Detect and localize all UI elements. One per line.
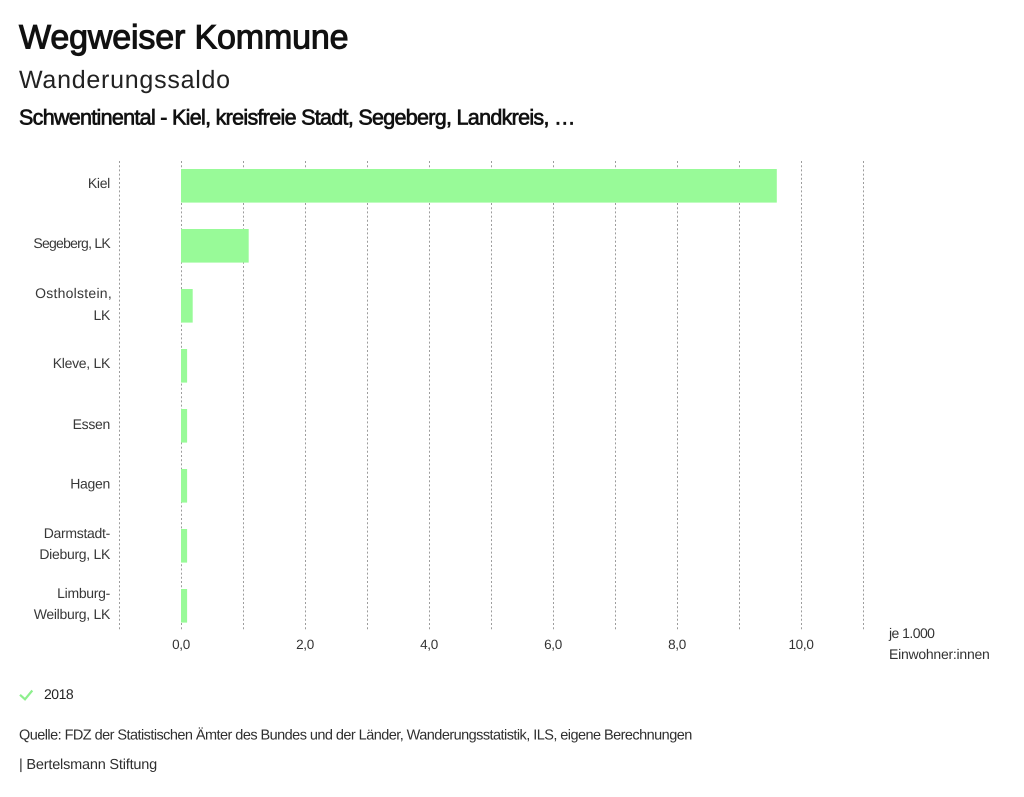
svg-text:8,0: 8,0 bbox=[668, 637, 686, 652]
svg-text:Kiel: Kiel bbox=[88, 175, 110, 191]
svg-text:Ostholstein,: Ostholstein, bbox=[35, 285, 112, 301]
svg-text:Quelle: FDZ der Statistischen: Quelle: FDZ der Statistischen Ämter des … bbox=[19, 727, 692, 744]
svg-text:Dieburg, LK: Dieburg, LK bbox=[39, 546, 111, 562]
svg-text:Wanderungssaldo: Wanderungssaldo bbox=[19, 66, 231, 94]
svg-text:0,0: 0,0 bbox=[172, 637, 190, 652]
svg-text:6,0: 6,0 bbox=[544, 637, 562, 652]
svg-text:Kleve, LK: Kleve, LK bbox=[53, 355, 111, 371]
svg-text:LK: LK bbox=[93, 307, 110, 323]
svg-text:Einwohner:innen: Einwohner:innen bbox=[889, 646, 990, 662]
svg-text:2,0: 2,0 bbox=[296, 637, 314, 652]
svg-text:Wegweiser Kommune: Wegweiser Kommune bbox=[19, 19, 348, 57]
svg-text:Segeberg, LK: Segeberg, LK bbox=[33, 235, 111, 251]
svg-text:4,0: 4,0 bbox=[420, 637, 438, 652]
svg-text:2018: 2018 bbox=[44, 686, 74, 702]
svg-text:| Bertelsmann Stiftung: | Bertelsmann Stiftung bbox=[19, 757, 157, 773]
svg-text:10,0: 10,0 bbox=[788, 637, 813, 652]
svg-text:Weilburg, LK: Weilburg, LK bbox=[34, 606, 111, 622]
svg-text:Essen: Essen bbox=[73, 416, 110, 432]
svg-text:je 1.000: je 1.000 bbox=[888, 625, 935, 641]
svg-text:Limburg-: Limburg- bbox=[57, 585, 110, 601]
svg-text:Darmstadt-: Darmstadt- bbox=[44, 525, 111, 541]
svg-text:Hagen: Hagen bbox=[70, 475, 110, 491]
svg-text:Schwentinental - Kiel, kreisfr: Schwentinental - Kiel, kreisfreie Stadt,… bbox=[19, 106, 575, 130]
